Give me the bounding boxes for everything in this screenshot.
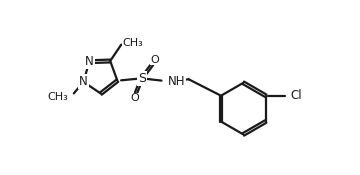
Text: O: O <box>130 93 139 103</box>
Text: S: S <box>138 72 146 85</box>
Text: N: N <box>79 75 88 88</box>
Text: CH₃: CH₃ <box>123 38 143 48</box>
Text: CH₃: CH₃ <box>48 92 68 102</box>
Text: NH: NH <box>167 75 185 88</box>
Text: N: N <box>85 55 94 68</box>
Text: O: O <box>150 55 159 65</box>
Text: Cl: Cl <box>290 89 302 102</box>
